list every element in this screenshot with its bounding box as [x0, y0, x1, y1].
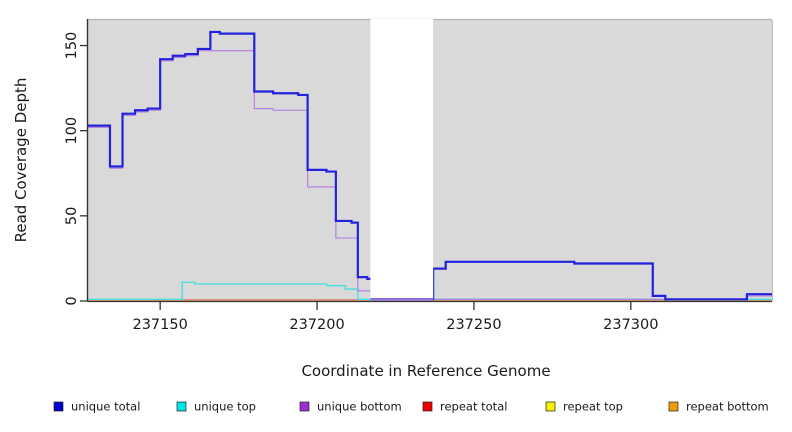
y-tick-label: 150 — [64, 32, 80, 60]
x-tick-label: 237150 — [132, 317, 187, 333]
legend-swatch-unique-total — [53, 401, 64, 412]
legend-label-unique-total: unique total — [71, 400, 140, 414]
axes — [80, 19, 772, 310]
x-tick-labels: 237150 237200 237250 237300 — [132, 317, 658, 333]
legend-swatch-unique-bottom — [299, 401, 310, 412]
legend-label-unique-top: unique top — [194, 400, 256, 414]
series-line-unique-total — [88, 30, 772, 301]
y-tick-label: 0 — [64, 296, 80, 305]
y-axis-title: Read Coverage Depth — [12, 78, 30, 243]
legend-label-repeat-total: repeat total — [440, 400, 507, 414]
x-tick-label: 237250 — [446, 317, 501, 333]
x-tick-label: 237200 — [289, 317, 344, 333]
y-tick-labels: 0 50 100 150 — [64, 32, 80, 306]
legend-label-repeat-bottom: repeat bottom — [686, 400, 769, 414]
plot-panel — [88, 18, 774, 302]
chart-legend: unique total unique top unique bottom repea… — [53, 400, 769, 414]
legend-label-unique-bottom: unique bottom — [317, 400, 402, 414]
legend-swatch-repeat-top — [545, 401, 556, 412]
y-tick-label: 100 — [64, 117, 80, 145]
legend-swatch-repeat-bottom — [668, 401, 679, 412]
no-data-gap-region — [370, 19, 434, 301]
x-tick-label: 237300 — [603, 317, 658, 333]
legend-label-repeat-top: repeat top — [563, 400, 623, 414]
y-tick-label: 50 — [64, 207, 80, 225]
legend-swatch-unique-top — [176, 401, 187, 412]
legend-swatch-repeat-total — [422, 401, 433, 412]
x-axis-title: Coordinate in Reference Genome — [301, 362, 550, 380]
